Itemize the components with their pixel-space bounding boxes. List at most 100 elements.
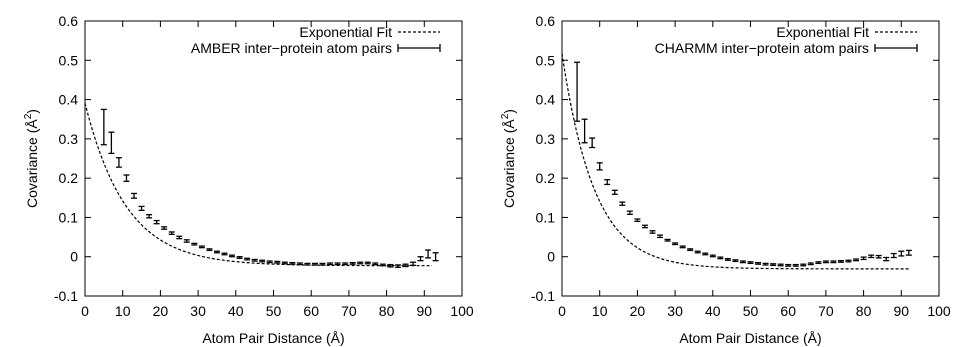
exponential-fit-line [84,102,432,267]
chart-amber: 0 10 20 30 40 50 60 70 80 90 100-0.100.10.20.30.40… [23,13,474,346]
x-tick-label: 80 [856,303,872,319]
error-bar-point [161,226,168,230]
x-tick-label: 40 [228,303,244,319]
error-bar-point [319,262,326,266]
legend-fit-label: Exponential Fit [776,24,869,40]
error-bar-point [236,256,243,259]
error-bar-point [883,256,890,262]
x-tick-label: 0 [558,303,566,319]
error-bar-point [379,263,386,267]
error-bar-point [153,219,160,225]
plot-frame [561,20,940,297]
error-bar-point [131,192,138,199]
error-bar-point [334,262,341,266]
x-tick-label: 90 [417,303,433,319]
error-bar-point [875,254,882,259]
error-bar-point [845,259,852,263]
error-bar-point [221,252,228,256]
x-tick-label: 100 [927,303,951,319]
legend-fit-label: Exponential Fit [299,24,392,40]
error-bar-point [589,137,596,149]
y-axis-label-close: ) [501,109,517,114]
x-tick-label: 20 [630,303,646,319]
error-bar-point [311,262,318,266]
y-tick-label: 0.5 [59,52,79,68]
error-bar-point [687,248,694,252]
error-bar-point [274,260,281,264]
exponential-fit-line [561,53,909,270]
y-tick-label: 0.2 [536,170,556,186]
error-bar-point [100,108,107,146]
error-bar-point [327,262,334,266]
error-bar-point [251,258,258,262]
error-bar-point [183,239,190,243]
error-bar-point [198,245,205,249]
y-axis-label-main: Covariance (Å [501,119,517,208]
error-bar-point [342,262,349,266]
error-bar-point [229,254,236,258]
error-bar-point [581,118,588,144]
error-bar-point [108,131,115,155]
x-tick-label: 40 [705,303,721,319]
error-bar-point [822,260,829,264]
error-bar-point [626,210,633,215]
error-bar-point [417,256,424,262]
error-bar-point [213,250,220,254]
x-tick-label: 30 [667,303,683,319]
x-tick-label: 20 [153,303,169,319]
error-bar-point [800,263,807,267]
error-bar-point [649,230,656,234]
error-bar-point [146,214,153,219]
error-bar-point [664,238,671,242]
y-tick-label: 0.2 [59,170,79,186]
error-bar-point [259,259,266,263]
error-bar-point [168,231,175,235]
error-bar-point [191,242,198,246]
error-bar-point [372,262,379,266]
error-bar-point [619,201,626,206]
error-bar-point [890,252,897,259]
y-tick-label: 0.3 [536,131,556,147]
y-tick-label: 0.4 [536,92,556,108]
error-bar-point [739,260,746,264]
x-tick-label: 70 [818,303,834,319]
error-bar-point [604,179,611,186]
error-bar-point [206,248,213,252]
y-tick-label: 0.1 [59,209,79,225]
error-bar-point [357,261,364,265]
x-tick-label: 50 [743,303,759,319]
x-tick-label: 50 [266,303,282,319]
error-bar-point [641,224,648,229]
error-bar-point [732,259,739,263]
error-bar-point [281,261,288,265]
x-axis-label: Atom Pair Distance (Å) [679,330,821,346]
x-tick-label: 10 [115,303,131,319]
y-tick-label: -0.1 [531,288,555,304]
x-tick-label: 0 [81,303,89,319]
y-tick-label: 0.6 [59,13,79,29]
plot-frame [84,20,463,297]
error-bar-point [807,262,814,266]
error-bar-point [244,257,251,261]
y-axis-label-main: Covariance (Å [24,119,40,208]
y-axis-label-superscript: 2 [500,113,511,119]
error-bar-point [724,258,731,261]
error-bar-point [694,250,701,254]
x-axis-label: Atom Pair Distance (Å) [202,330,344,346]
error-bar-point [717,256,724,260]
error-bar-point [387,263,394,268]
error-bar-point [679,245,686,249]
error-bar-point [296,262,303,266]
error-bar-point [138,205,145,212]
y-axis-label-close: ) [24,109,40,114]
error-bar-point [115,157,122,168]
y-axis-label-superscript: 2 [23,113,34,119]
y-tick-label: 0 [70,249,78,265]
y-tick-label: -0.1 [54,288,78,304]
y-tick-label: 0.5 [536,52,556,68]
error-bar-point [574,61,581,122]
error-bar-point [394,264,401,268]
error-bar-point [409,261,416,267]
error-bar-point [792,263,799,267]
